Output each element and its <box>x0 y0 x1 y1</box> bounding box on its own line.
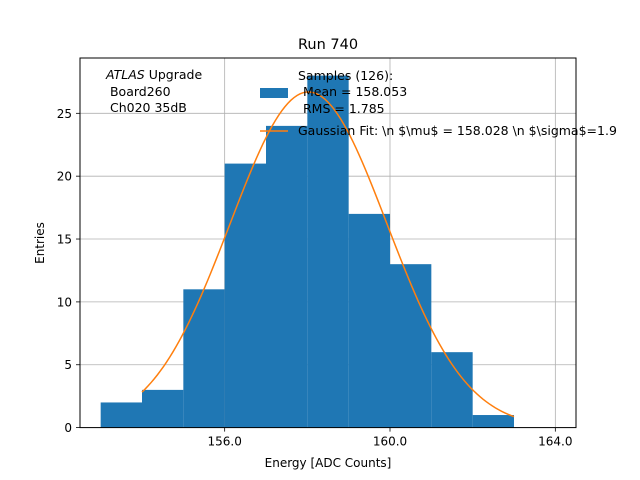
chart-title: Run 740 <box>298 37 358 53</box>
annotation-upgrade: Upgrade <box>145 67 203 82</box>
y-tick-label: 25 <box>57 107 72 121</box>
x-axis-label: Energy [ADC Counts] <box>265 456 392 470</box>
legend: Samples (126): Mean = 158.053 RMS = 1.78… <box>260 68 617 138</box>
annotation-line-2: Board260 <box>106 84 171 99</box>
y-axis-label: Entries <box>33 222 47 264</box>
histogram-bar <box>183 289 225 428</box>
y-tick-label: 20 <box>57 170 72 184</box>
legend-hist-swatch <box>260 88 288 98</box>
y-tick-label: 0 <box>64 421 72 435</box>
histogram-bar <box>307 75 349 428</box>
legend-fit-label: Gaussian Fit: \n $\mu$ = 158.028 \n $\si… <box>298 123 617 138</box>
x-tick-label: 164.0 <box>538 435 572 449</box>
legend-hist-line-3: RMS = 1.785 <box>303 101 385 116</box>
legend-hist-line-1: Samples (126): <box>298 68 393 83</box>
y-tick-label: 15 <box>57 233 72 247</box>
plot-frame <box>79 57 577 429</box>
y-tick-label: 5 <box>64 358 72 372</box>
legend-hist-line-2: Mean = 158.053 <box>303 84 407 99</box>
y-tick-label: 10 <box>57 295 72 309</box>
histogram-bar <box>472 415 514 428</box>
atlas-annotation: ATLAS Upgrade Board260 Ch020 35dB <box>105 67 202 115</box>
annotation-atlas: ATLAS <box>105 67 145 82</box>
axis-ticks: 156.0 160.0 164.0 0 5 10 15 20 25 <box>57 107 573 449</box>
annotation-line-3: Ch020 35dB <box>106 100 187 115</box>
histogram-bar <box>224 163 266 428</box>
x-tick-label: 160.0 <box>373 435 407 449</box>
annotation-line-1: ATLAS Upgrade <box>105 67 202 82</box>
histogram-bar <box>142 389 184 428</box>
x-tick-label: 156.0 <box>207 435 241 449</box>
histogram-bar <box>100 402 142 428</box>
gaussian-fit-curve <box>141 91 515 418</box>
histogram-bar <box>390 264 432 428</box>
histogram-bar <box>348 213 390 428</box>
histogram-bar <box>266 125 308 428</box>
histogram-bars <box>100 75 514 428</box>
